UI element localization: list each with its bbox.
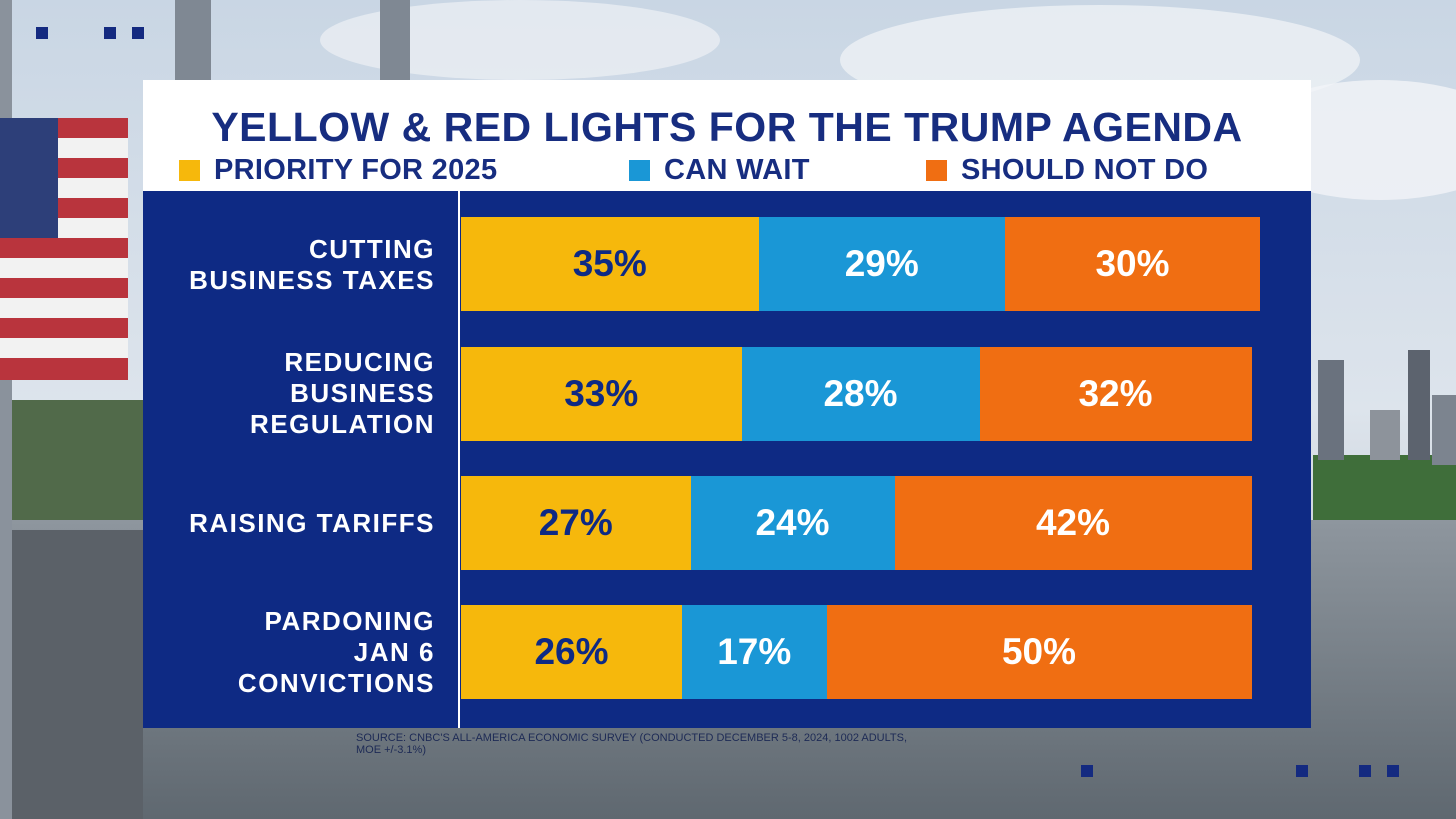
legend-item-can-wait: CAN WAIT [629, 153, 810, 187]
title-box: YELLOW & RED LIGHTS FOR THE TRUMP AGENDA… [143, 80, 1311, 191]
bar-segment-should-not [826, 605, 1252, 699]
legend-swatch-should-not [926, 159, 947, 181]
data-label-priority: 26% [534, 631, 609, 672]
data-label-can-wait: 28% [823, 373, 898, 414]
data-label-priority: 33% [564, 373, 639, 414]
decor-square [1081, 765, 1093, 777]
data-label-can-wait: 17% [717, 631, 792, 672]
bar-segment-can-wait [682, 605, 827, 699]
plot-area: CUTTING BUSINESS TAXES REDUCING BUSINESS… [143, 191, 1311, 728]
bar-segment-priority [461, 476, 691, 570]
decor-square [104, 27, 116, 39]
data-label-priority: 35% [572, 243, 647, 284]
decor-square [1387, 765, 1399, 777]
category-label: RAISING TARIFFS [189, 508, 435, 538]
data-label-should-not: 42% [1035, 502, 1111, 543]
bar-segment-priority [461, 605, 682, 699]
chart-title: YELLOW & RED LIGHTS FOR THE TRUMP AGENDA [211, 104, 1243, 150]
bar-segment-should-not [1005, 217, 1260, 311]
data-label-should-not: 32% [1078, 373, 1153, 414]
decor-square [132, 27, 144, 39]
decor-square [1296, 765, 1308, 777]
legend-label-priority: PRIORITY FOR 2025 [214, 153, 498, 186]
bar-segment-should-not [894, 476, 1252, 570]
bar-segment-priority [461, 347, 742, 441]
data-label-can-wait: 29% [844, 243, 919, 284]
legend-label-should-not: SHOULD NOT DO [961, 153, 1209, 186]
decor-square [1359, 765, 1371, 777]
legend-label-can-wait: CAN WAIT [664, 153, 810, 186]
legend-item-priority: PRIORITY FOR 2025 [179, 153, 497, 187]
chart-panel: YELLOW & RED LIGHTS FOR THE TRUMP AGENDA… [143, 80, 1311, 728]
source-note: SOURCE: CNBC'S ALL-AMERICA ECONOMIC SURV… [356, 732, 908, 756]
data-label-priority: 27% [538, 502, 613, 543]
bar-segment-should-not [979, 347, 1252, 441]
axis-divider [458, 191, 460, 728]
data-label-should-not: 50% [1001, 631, 1077, 672]
category-label: CUTTING BUSINESS TAXES [189, 234, 435, 295]
bar-segment-can-wait [690, 476, 895, 570]
bar-segment-priority [461, 217, 759, 311]
legend-swatch-priority [179, 159, 200, 181]
legend-swatch-can-wait [629, 159, 650, 181]
category-label: REDUCING BUSINESS REGULATION [250, 347, 435, 439]
legend-item-should-not: SHOULD NOT DO [926, 153, 1208, 187]
bar-segment-can-wait [741, 347, 980, 441]
bar-segment-can-wait [758, 217, 1005, 311]
data-label-should-not: 30% [1095, 243, 1170, 284]
category-label: PARDONING JAN 6 CONVICTIONS [237, 606, 435, 698]
data-label-can-wait: 24% [755, 502, 830, 543]
decor-square [36, 27, 48, 39]
